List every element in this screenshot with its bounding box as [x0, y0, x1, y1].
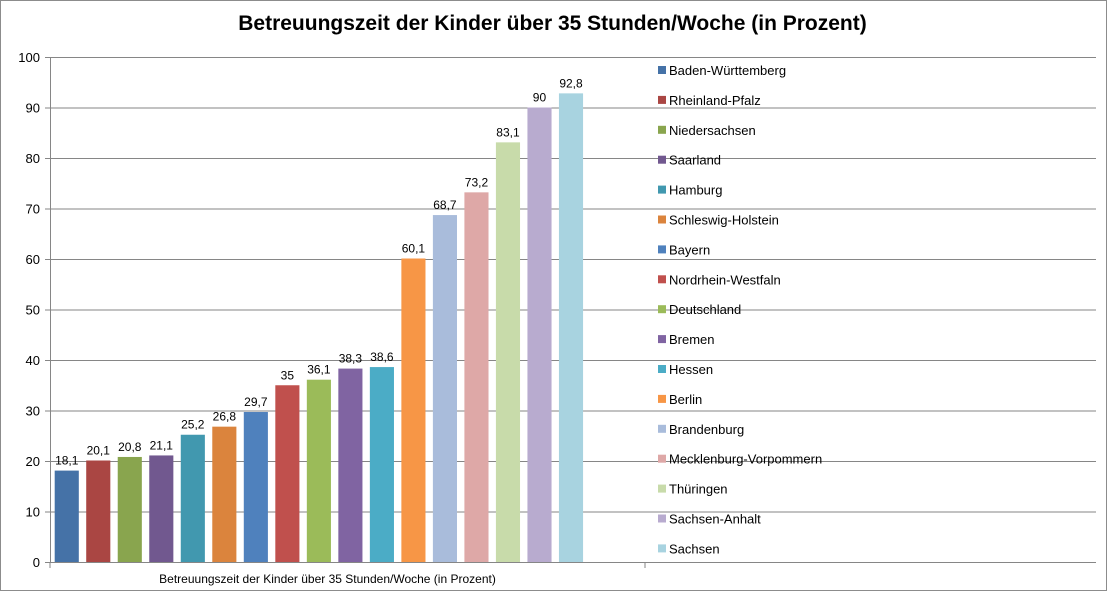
bar [432, 215, 457, 562]
y-tick-label: 70 [26, 202, 40, 217]
bar [369, 367, 394, 562]
bar [464, 192, 489, 562]
data-label: 68,7 [433, 198, 457, 212]
data-label: 83,1 [496, 125, 520, 139]
data-label: 18,1 [55, 454, 79, 468]
data-label: 20,8 [118, 440, 142, 454]
legend-swatch [658, 66, 666, 74]
legend-swatch [658, 454, 666, 463]
legend-label: Hamburg [669, 183, 722, 198]
chart-title: Betreuungszeit der Kinder über 35 Stunde… [238, 12, 867, 35]
bar [117, 456, 142, 562]
legend-label: Berlin [669, 392, 702, 407]
legend-label: Niedersachsen [669, 123, 756, 138]
legend-label: Sachsen [669, 541, 720, 556]
legend-swatch [658, 215, 666, 224]
y-tick-label: 80 [26, 151, 40, 166]
bar [212, 426, 237, 562]
legend-label: Mecklenburg-Vorpommern [669, 452, 822, 467]
legend-label: Bremen [669, 332, 715, 347]
data-label: 38,3 [339, 352, 363, 366]
legend-swatch [658, 185, 666, 194]
y-tick-label: 40 [26, 353, 40, 368]
bars [54, 93, 584, 563]
bar [86, 460, 111, 562]
bar [180, 434, 205, 562]
data-label: 29,7 [244, 395, 268, 409]
bar [275, 385, 300, 562]
data-label: 25,2 [181, 418, 205, 432]
data-label: 26,8 [213, 410, 237, 424]
data-label: 92,8 [559, 76, 583, 90]
bar [401, 258, 426, 562]
legend-swatch [658, 544, 666, 553]
legend-swatch [658, 155, 666, 164]
legend-swatch [658, 514, 666, 523]
y-tick-label: 50 [26, 303, 40, 318]
y-tick-label: 20 [26, 454, 40, 469]
bar [149, 455, 174, 562]
legend-swatch [658, 245, 666, 254]
data-label: 90 [533, 91, 547, 105]
legend: Baden-Württemberg Rheinland-Pfalz Niedersa… [658, 63, 822, 556]
data-labels: 18,1 20,1 20,8 21,1 25,2 26,8 29,7 35 36,1 38,3 38… [55, 76, 583, 467]
data-label: 36,1 [307, 363, 331, 377]
bar [527, 107, 552, 562]
legend-swatch [658, 305, 666, 314]
legend-label: Nordrhein-Westfaln [669, 272, 781, 287]
y-tick-label: 10 [26, 505, 40, 520]
bar [558, 93, 584, 563]
legend-swatch [658, 95, 666, 104]
bar [495, 142, 521, 562]
legend-label: Baden-Württemberg [669, 63, 786, 78]
legend-label: Thüringen [669, 482, 728, 497]
y-tick-label: 0 [33, 555, 40, 570]
legend-label: Brandenburg [669, 422, 744, 437]
y-tick-label: 90 [26, 101, 40, 116]
y-axis: 0 10 20 30 40 50 60 70 80 90 100 [18, 50, 646, 570]
legend-swatch [658, 424, 666, 433]
legend-label: Bayern [669, 242, 710, 257]
legend-label: Schleswig-Holstein [669, 213, 779, 228]
legend-swatch [658, 394, 666, 403]
legend-label: Sachsen-Anhalt [669, 512, 761, 527]
data-label: 35 [281, 368, 295, 382]
bar [243, 412, 268, 562]
legend-label: Hessen [669, 362, 713, 377]
legend-label: Rheinland-Pfalz [669, 93, 761, 108]
legend-swatch [658, 484, 666, 493]
legend-label: Deutschland [669, 302, 741, 317]
data-label: 38,6 [370, 350, 394, 364]
bar [54, 470, 79, 562]
legend-label: Saarland [669, 153, 721, 168]
bar [338, 368, 363, 562]
legend-swatch [658, 275, 666, 284]
legend-swatch [658, 125, 666, 134]
data-label: 73,2 [465, 175, 489, 189]
y-tick-label: 60 [26, 252, 40, 267]
y-tick-label: 30 [26, 404, 40, 419]
data-label: 21,1 [150, 438, 174, 452]
bar [306, 379, 331, 562]
data-label: 60,1 [402, 241, 426, 255]
y-tick-label: 100 [18, 50, 40, 65]
legend-swatch [658, 365, 666, 373]
legend-swatch [658, 335, 666, 344]
data-label: 20,1 [87, 443, 111, 457]
x-category-label: Betreuungszeit der Kinder über 35 Stunde… [159, 572, 496, 586]
